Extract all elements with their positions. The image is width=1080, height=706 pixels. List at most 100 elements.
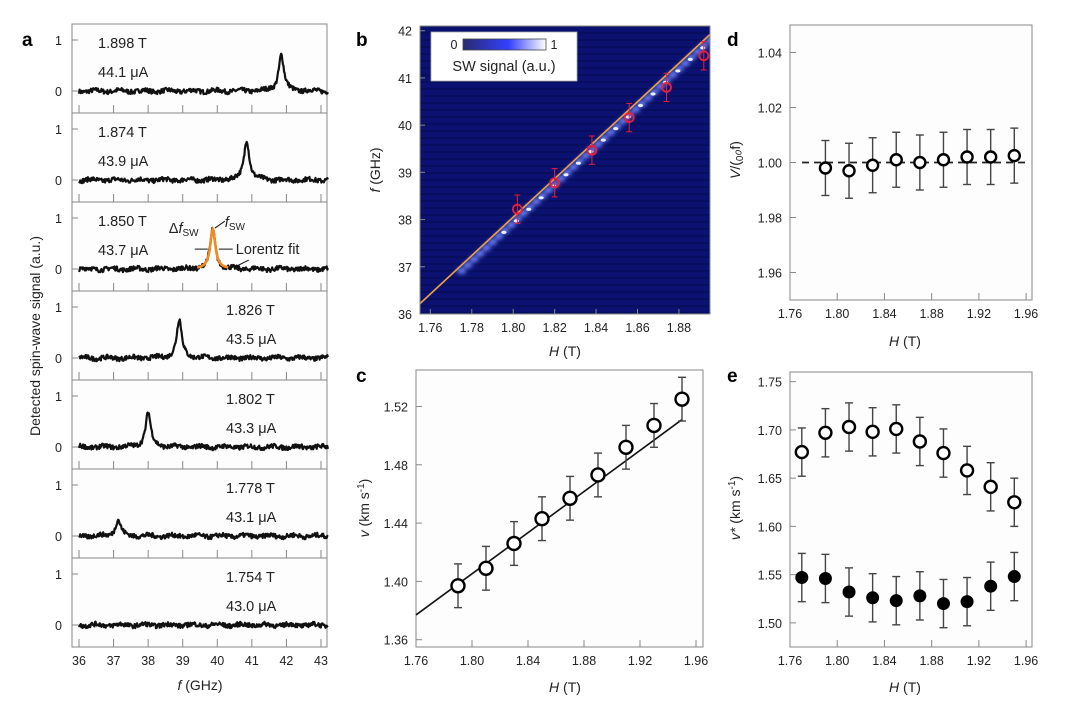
spectrum-subpanel: 0 1 1.826 T 43.5 μA bbox=[55, 290, 329, 381]
open-data-point bbox=[618, 439, 634, 455]
y-tick-label: 42 bbox=[398, 25, 412, 39]
spectrum-subpanel: 0 1 1.802 T 43.3 μA bbox=[55, 379, 329, 470]
x-tick-label: 1.76 bbox=[778, 307, 802, 321]
x-tick-label: 1.88 bbox=[667, 321, 691, 335]
spectrum-trace bbox=[78, 318, 329, 363]
x-tick-label: 1.92 bbox=[628, 654, 652, 668]
x-tick-label: 1.88 bbox=[919, 307, 943, 321]
y-tick-label: 1.52 bbox=[384, 400, 408, 414]
subpanel-frame bbox=[71, 201, 328, 292]
panel-c-xlabel: H (T) bbox=[549, 679, 581, 695]
panel-b-ylabel: f (GHz) bbox=[367, 147, 383, 192]
open-data-point bbox=[912, 434, 928, 449]
y-tick-label: 0 bbox=[55, 352, 62, 366]
x-tick-label: 1.84 bbox=[872, 654, 896, 668]
ridge-peak bbox=[501, 230, 507, 234]
spectrum-subpanel: 0 1 1.778 T 43.1 μA bbox=[55, 468, 329, 559]
spectrum-trace bbox=[77, 52, 329, 96]
field-label: 1.850 T bbox=[98, 214, 147, 230]
y-tick-label: 37 bbox=[398, 261, 412, 275]
field-label: 1.802 T bbox=[226, 392, 275, 408]
panel-label-d: d bbox=[727, 30, 739, 51]
spectrum-trace bbox=[77, 411, 329, 452]
ridge-peak bbox=[563, 173, 569, 177]
ridge-spot bbox=[643, 94, 653, 101]
ridge-peak bbox=[613, 126, 619, 131]
y-tick-label: 1 bbox=[55, 568, 62, 582]
current-label: 44.1 μA bbox=[98, 65, 149, 81]
filled-data-point bbox=[818, 571, 832, 585]
open-data-point bbox=[1007, 495, 1022, 510]
spectrum-trace bbox=[77, 620, 329, 630]
filled-data-point bbox=[795, 571, 809, 585]
ridge-spot bbox=[668, 71, 678, 78]
filled-data-point bbox=[960, 595, 974, 609]
panel-b-xlabel: H (T) bbox=[549, 343, 581, 359]
y-tick-label: 1.70 bbox=[758, 424, 782, 438]
ridge-spot bbox=[630, 106, 640, 113]
subpanel-frame bbox=[71, 290, 328, 381]
panel-a-ylabel: Detected spin-wave signal (a.u.) bbox=[27, 236, 43, 436]
x-tick-label: 41 bbox=[245, 654, 259, 668]
ridge-spot bbox=[531, 198, 541, 205]
panel-e-ylabel: v* (km s-1) bbox=[727, 476, 743, 540]
y-tick-label: 1.65 bbox=[758, 472, 782, 486]
y-tick-label: 0 bbox=[55, 619, 62, 633]
current-label: 43.7 μA bbox=[98, 243, 149, 259]
data-point bbox=[623, 112, 635, 123]
open-data-point bbox=[450, 578, 466, 594]
ridge-spot bbox=[568, 164, 578, 171]
lorentz-fit-curve bbox=[196, 226, 229, 269]
x-tick-label: 1.80 bbox=[501, 321, 525, 335]
y-tick-label: 0 bbox=[55, 85, 62, 99]
x-tick-label: 1.86 bbox=[625, 321, 649, 335]
open-data-point bbox=[889, 421, 904, 437]
x-tick-label: 1.80 bbox=[825, 654, 849, 668]
open-data-point bbox=[674, 391, 690, 407]
ridge-peak bbox=[675, 69, 681, 73]
y-tick-label: 1.75 bbox=[758, 376, 782, 390]
ridge-spot bbox=[581, 152, 591, 159]
data-point bbox=[549, 177, 561, 189]
ridge-spot bbox=[593, 140, 603, 147]
ridge-spot bbox=[680, 60, 690, 67]
y-tick-label: 1.60 bbox=[758, 520, 782, 534]
current-label: 43.9 μA bbox=[98, 154, 149, 170]
open-data-point bbox=[562, 490, 578, 506]
field-label: 1.754 T bbox=[226, 570, 275, 586]
x-tick-label: 1.84 bbox=[584, 321, 608, 335]
y-tick-label: 40 bbox=[398, 119, 412, 133]
x-tick-label: 1.96 bbox=[684, 654, 708, 668]
x-tick-label: 1.76 bbox=[418, 321, 442, 335]
ridge-peak bbox=[538, 196, 544, 200]
fit-line bbox=[420, 33, 710, 305]
open-data-point bbox=[913, 155, 927, 170]
x-tick-label: 1.84 bbox=[516, 654, 540, 668]
y-tick-label: 1.40 bbox=[384, 575, 408, 589]
ridge-spot bbox=[475, 250, 485, 257]
current-label: 43.1 μA bbox=[226, 510, 277, 526]
spectrum-subpanel: 0 1 1.754 T 43.0 μA 36 37 38 39 40 41 42 43 bbox=[55, 557, 329, 668]
ridge-spot bbox=[481, 244, 491, 251]
fsw-annotation: fSW bbox=[225, 215, 246, 233]
panel-d-xlabel: H (T) bbox=[889, 333, 921, 349]
y-tick-label: 1 bbox=[55, 479, 62, 493]
heatmap-content bbox=[420, 33, 710, 305]
lorentz-fit-label: Lorentz fit bbox=[236, 242, 300, 258]
ridge-peak bbox=[687, 57, 693, 61]
spectrum-subpanel: 0 1 fSW ΔfSW Lorentz fit 1.850 T 43.7 μA bbox=[55, 201, 329, 292]
plot-frame bbox=[789, 371, 1033, 648]
open-data-point bbox=[936, 445, 951, 461]
y-tick-label: 1.48 bbox=[384, 459, 408, 473]
open-data-point bbox=[865, 158, 880, 172]
open-data-point bbox=[646, 417, 662, 434]
x-tick-label: 37 bbox=[107, 654, 121, 668]
x-tick-label: 42 bbox=[279, 654, 293, 668]
open-data-point bbox=[983, 150, 998, 164]
colorbar-min-label: 0 bbox=[451, 38, 458, 52]
y-tick-label: 41 bbox=[398, 72, 412, 86]
open-data-point bbox=[818, 425, 833, 440]
x-tick-label: 1.96 bbox=[1014, 654, 1038, 668]
open-data-point bbox=[959, 463, 975, 478]
